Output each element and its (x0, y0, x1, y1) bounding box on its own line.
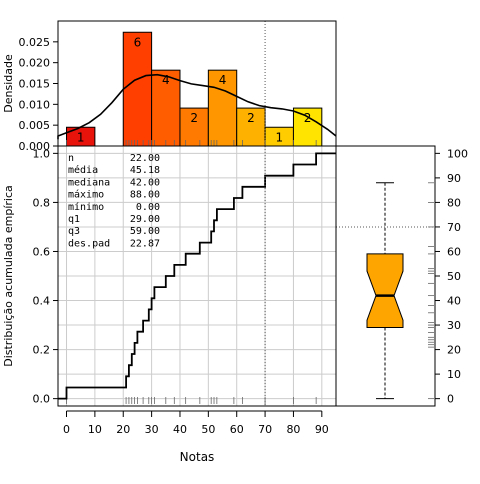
boxplot-y-tick-label: 90 (447, 172, 461, 185)
stats-label: des.pad (68, 238, 110, 249)
histogram-y-tick-label: 0.000 (19, 140, 51, 153)
histogram-bar (207, 69, 238, 147)
stats-label: n (68, 153, 74, 164)
x-tick-label: 10 (88, 423, 102, 436)
boxplot-y-tick-label: 20 (447, 344, 461, 357)
boxplot-y-tick-label: 80 (447, 196, 461, 209)
histogram-y-tick-label: 0.025 (19, 36, 51, 49)
stats-value: 29.00 (130, 214, 160, 225)
stats-value: 0.00 (136, 202, 160, 213)
histogram-bar-count: 6 (134, 35, 142, 49)
boxplot-y-tick-label: 60 (447, 245, 461, 258)
x-tick-label: 60 (230, 423, 244, 436)
stats-value: 22.00 (130, 153, 160, 164)
ecdf-step-line (57, 152, 337, 400)
histogram-bar-count: 4 (219, 73, 227, 87)
boxplot-y-tick-label: 10 (447, 368, 461, 381)
histogram-bar-count: 1 (275, 130, 283, 144)
x-tick-label: 70 (258, 423, 272, 436)
histogram-y-axis-label: Densidade (2, 54, 15, 113)
histogram-y-tick-label: 0.015 (19, 78, 51, 91)
stats-value: 42.00 (130, 177, 160, 188)
stats-label: mínimo (68, 201, 104, 213)
histogram-bar-count: 4 (162, 73, 170, 87)
stats-label: máximo (68, 189, 104, 201)
histogram-panel: 1 6 4 2 4 2 1 2 0.000 0.005 0.010 0.015 0.020 0.025 De… (2, 20, 337, 153)
ecdf-panel: n 22.00 média 45.18 mediana 42.00 máximo 88.00 m… (2, 145, 337, 464)
stats-value: 59.00 (130, 226, 160, 237)
x-tick-label: 0 (63, 423, 70, 436)
boxplot-y-tick-label: 0 (447, 393, 454, 406)
stats-value: 22.87 (130, 238, 160, 249)
x-tick-label: 40 (173, 423, 187, 436)
x-tick-label: 50 (201, 423, 215, 436)
x-tick-label: 80 (286, 423, 300, 436)
boxplot-y-tick-label: 50 (447, 270, 461, 283)
ecdf-y-axis-label: Distribuição acumulada empírica (2, 185, 15, 367)
stats-label: mediana (68, 177, 110, 188)
x-tick-label: 30 (145, 423, 159, 436)
ecdf-y-tick-label: 0.8 (33, 196, 51, 209)
x-tick-label: 90 (315, 423, 329, 436)
ecdf-y-tick-label: 0.0 (33, 393, 51, 406)
histogram-bar-count: 2 (304, 111, 312, 125)
histogram-bar (292, 107, 323, 147)
boxplot-panel: 0 10 20 30 40 50 60 70 80 90 100 (335, 145, 468, 407)
histogram-bar-count: 2 (247, 111, 255, 125)
boxplot-y-tick-label: 70 (447, 221, 461, 234)
x-tick-label: 20 (116, 423, 130, 436)
stats-value: 88.00 (130, 190, 160, 201)
stats-value: 45.18 (130, 165, 160, 176)
histogram-bar (179, 107, 209, 147)
ecdf-y-tick-label: 0.2 (33, 344, 51, 357)
density-curve (57, 73, 337, 140)
ecdf-y-tick-label: 0.6 (33, 245, 51, 258)
stats-label: q3 (68, 226, 80, 237)
notched-box (366, 253, 404, 328)
histogram-y-tick-label: 0.020 (19, 57, 51, 70)
boxplot-y-tick-label: 30 (447, 319, 461, 332)
boxplot-y-tick-label: 40 (447, 295, 461, 308)
histogram-y-tick-label: 0.005 (19, 119, 51, 132)
histogram-bar-count: 1 (77, 130, 85, 144)
histogram-bar (122, 31, 153, 147)
stats-label: q1 (68, 214, 80, 225)
ecdf-y-tick-label: 1.0 (33, 147, 51, 160)
histogram-bar-count: 2 (190, 111, 198, 125)
ecdf-y-tick-label: 0.4 (33, 295, 51, 308)
histogram-y-tick-label: 0.010 (19, 98, 51, 111)
x-axis-label: Notas (180, 450, 215, 464)
boxplot-y-tick-label: 100 (447, 147, 468, 160)
stats-label: média (68, 164, 98, 176)
